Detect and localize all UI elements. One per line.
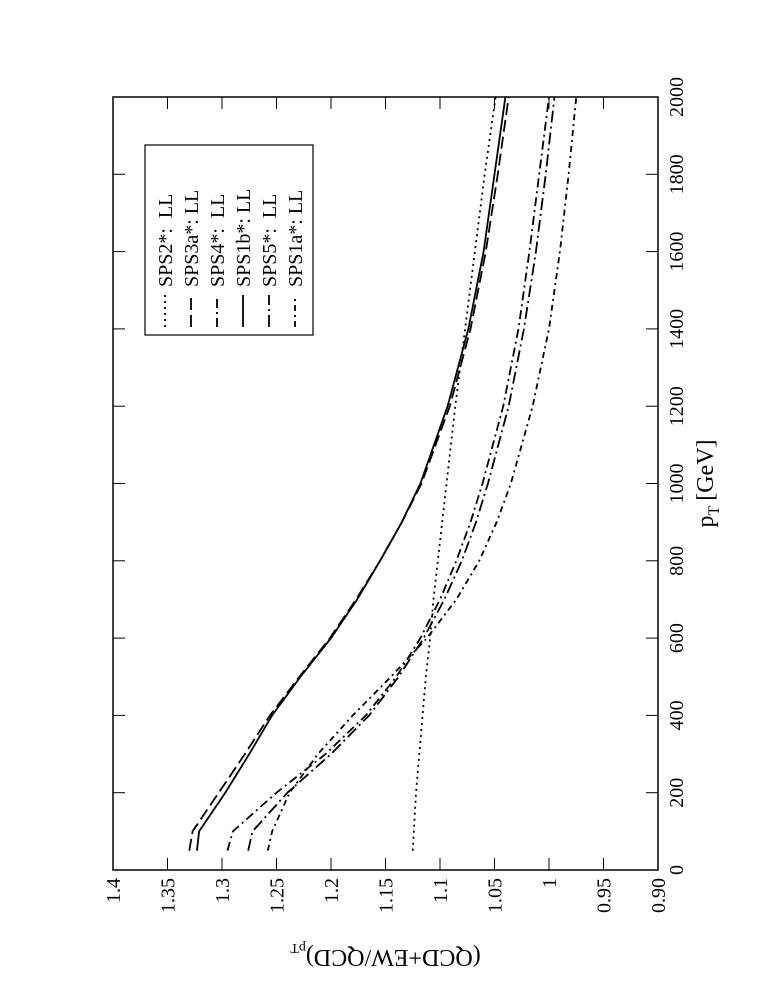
- y-tick-label: 1.35: [158, 878, 180, 913]
- x-tick-label: 2000: [666, 77, 688, 117]
- x-label-unit: [GeV]: [693, 439, 719, 500]
- y-tick-label: 1: [539, 878, 561, 888]
- x-axis-label: pT [GeV]: [693, 439, 723, 527]
- x-tick-label: 1800: [666, 154, 688, 194]
- x-tick-label: 600: [666, 623, 688, 653]
- y-label-sub: pT: [290, 940, 306, 955]
- legend-label: SPS2*: LL: [155, 194, 177, 287]
- y-tick-label: 1.3: [212, 878, 234, 903]
- y-tick-label: 1.2: [321, 878, 343, 903]
- x-label-sub: T: [706, 506, 723, 516]
- y-tick-label: 1.15: [376, 878, 398, 913]
- x-tick-label: 1400: [666, 309, 688, 349]
- x-tick-label: 0: [666, 865, 688, 875]
- legend-label: SPS5*: LL: [259, 194, 281, 287]
- y-label-main: (QCD+EW/QCD): [306, 944, 481, 970]
- series-line: [266, 96, 578, 851]
- legend-label: SPS1a*: LL: [285, 190, 307, 287]
- series-line: [411, 96, 497, 851]
- legend-label: SPS3a*: LL: [181, 190, 203, 287]
- y-tick-label: 1.25: [267, 878, 289, 913]
- y-axis-label: (QCD+EW/QCD)pT: [290, 940, 481, 970]
- x-tick-label: 1000: [666, 464, 688, 504]
- x-tick-label: 1200: [666, 386, 688, 426]
- legend-label: SPS4*: LL: [207, 194, 229, 287]
- series-line: [247, 96, 556, 851]
- y-tick-label: 1.1: [430, 878, 452, 903]
- y-tick-label: 1.4: [103, 878, 125, 903]
- x-tick-label: 400: [666, 700, 688, 730]
- x-label-main: p: [693, 516, 719, 528]
- y-tick-label: 0.95: [594, 878, 616, 913]
- x-tick-label: 800: [666, 546, 688, 576]
- x-tick-label: 200: [666, 778, 688, 808]
- legend-label: SPS1b*: LL: [233, 189, 255, 287]
- series-line: [196, 96, 507, 851]
- y-tick-label: 1.05: [485, 878, 507, 913]
- rotated-plot: 0 200 400 600 800 1000 1200 1400 1600 1800 2000 0.9…: [103, 77, 723, 970]
- x-tick-label: 1600: [666, 232, 688, 272]
- series-line: [226, 96, 550, 851]
- legend-box: [144, 144, 314, 336]
- y-tick-label: 0.90: [648, 878, 670, 913]
